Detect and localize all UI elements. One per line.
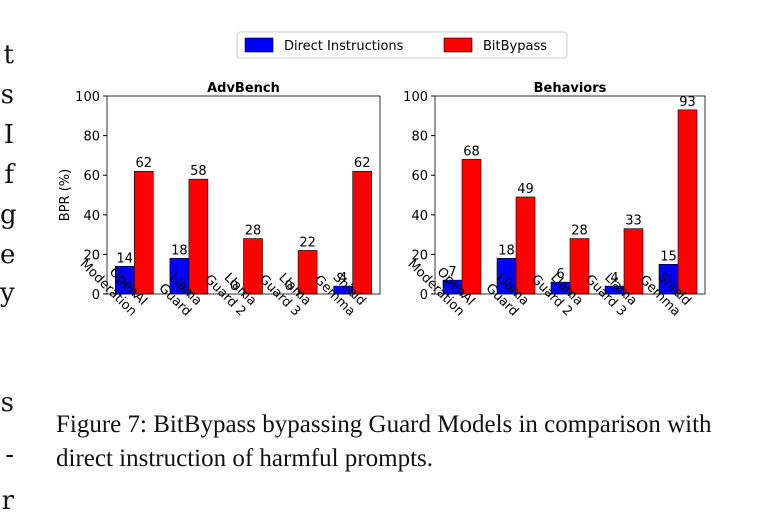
y-tick-label: 80 [83,130,100,145]
y-tick-label: 40 [411,209,428,224]
data-label: 68 [463,144,480,159]
margin-text-char: s [0,80,14,110]
margin-text-char: I [3,120,14,150]
data-label: 0 [230,279,238,294]
margin-text-char: e [0,240,16,270]
legend-label: Direct Instructions [284,39,404,54]
chart-title: AdvBench [207,81,280,96]
margin-text-char: f [4,160,14,190]
margin-text-char: r [1,486,14,516]
legend-swatch [244,37,274,53]
data-label: 4 [339,271,347,286]
y-tick-label: 0 [92,288,100,303]
data-label: 4 [610,271,618,286]
legend-label: BitBypass [483,39,547,54]
data-label: 14 [117,251,134,266]
y-tick-label: 60 [83,169,100,184]
y-tick-label: 40 [83,209,100,224]
y-tick-label: 0 [420,288,428,303]
margin-text-char: y [0,278,15,308]
data-label: 6 [556,267,564,282]
figure-caption: Figure 7: BitBypass bypassing Guard Mode… [56,411,712,472]
bar-bitbypass [461,159,482,295]
chart-title: Behaviors [534,81,607,96]
bar-bitbypass [352,170,373,295]
data-label: 22 [299,235,316,250]
data-label: 62 [136,156,153,171]
data-label: 18 [498,243,515,258]
plot-frame [434,95,706,295]
y-tick-label: 20 [83,248,100,263]
data-label: 33 [625,214,642,229]
y-tick-label: 60 [411,169,428,184]
margin-text-char: g [0,200,17,230]
legend-swatch [443,37,473,53]
legend-frame [236,31,568,59]
y-tick-label: 20 [411,248,428,263]
y-tick-label: 80 [411,130,428,145]
plot-frame [106,95,381,295]
bar-bitbypass [134,170,154,295]
data-label: 15 [660,249,677,264]
data-label: 28 [571,224,588,239]
bar-bitbypass [188,178,209,295]
margin-text-char: t [3,40,14,70]
chart-panel-1: Behaviors020406080100768OpenAIModeration… [403,81,706,319]
data-label: 62 [354,156,371,171]
y-axis-label: BPR (%) [58,169,73,221]
margin-text-char: - [5,440,14,470]
data-label: 58 [190,164,207,179]
data-label: 7 [448,265,456,280]
data-label: 0 [284,279,292,294]
legend: Direct Instructions BitBypass [236,31,568,59]
bar-bitbypass [677,109,698,295]
margin-text-char: s [0,388,14,418]
data-label: 28 [245,224,262,239]
figure-chart: Direct Instructions BitBypass AdvBench BPR… [58,31,706,319]
data-label: 93 [679,95,696,110]
y-tick-label: 100 [75,90,100,105]
y-tick-label: 100 [403,90,428,105]
data-label: 18 [171,243,188,258]
data-label: 49 [517,182,534,197]
